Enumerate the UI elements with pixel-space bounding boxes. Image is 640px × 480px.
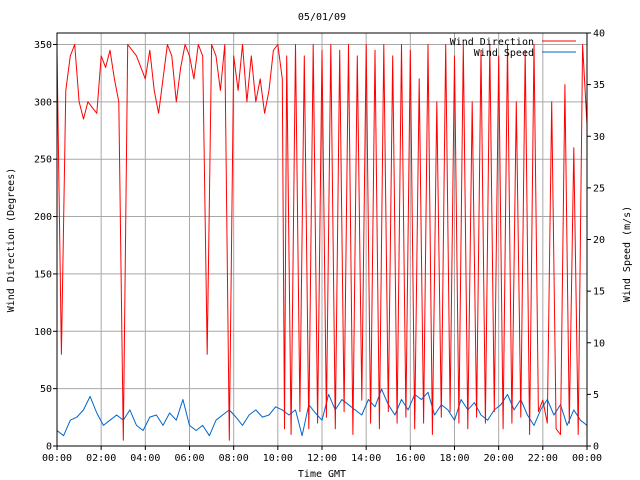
y-axis-label-left: Wind Direction (Degrees) bbox=[6, 168, 17, 313]
x-tick-label: 00:00 bbox=[42, 453, 72, 464]
y-left-tick-label: 350 bbox=[34, 40, 52, 51]
y-right-tick-label: 30 bbox=[593, 132, 605, 143]
y-right-tick-label: 0 bbox=[593, 442, 599, 453]
y-left-tick-label: 300 bbox=[34, 97, 52, 108]
y-left-tick-label: 50 bbox=[40, 384, 52, 395]
series-line-wind-speed bbox=[56, 388, 588, 437]
bottom-axis-ticks: 00:00 02:00 04:00 06:00 08:00 10:00 12:00 14:00… bbox=[42, 446, 602, 464]
x-tick-label: 12:00 bbox=[307, 453, 337, 464]
y-right-tick-label: 10 bbox=[593, 338, 605, 349]
x-tick-label: 00:00 bbox=[572, 453, 602, 464]
y-right-tick-label: 40 bbox=[593, 29, 605, 40]
y-right-tick-label: 5 bbox=[593, 390, 599, 401]
grid bbox=[57, 33, 587, 446]
x-tick-label: 22:00 bbox=[528, 453, 558, 464]
x-tick-label: 04:00 bbox=[130, 453, 160, 464]
x-tick-label: 18:00 bbox=[439, 453, 469, 464]
y-right-tick-label: 35 bbox=[593, 80, 605, 91]
x-tick-label: 10:00 bbox=[263, 453, 293, 464]
x-axis-label: Time GMT bbox=[298, 469, 346, 480]
y-left-tick-label: 100 bbox=[34, 327, 52, 338]
legend-label: Wind Speed bbox=[474, 48, 534, 59]
y-right-tick-label: 20 bbox=[593, 235, 605, 246]
y-left-tick-label: 0 bbox=[46, 442, 52, 453]
series-line-wind-direction bbox=[56, 44, 588, 441]
left-axis-ticks: 0 50 100 150 200 250 300 350 bbox=[34, 40, 57, 453]
x-tick-label: 08:00 bbox=[219, 453, 249, 464]
legend-label: Wind Direction bbox=[450, 37, 534, 48]
y-left-tick-label: 200 bbox=[34, 212, 52, 223]
right-axis-ticks: 0 5 10 15 20 25 30 35 40 bbox=[587, 29, 605, 453]
y-left-tick-label: 150 bbox=[34, 269, 52, 280]
x-tick-label: 14:00 bbox=[351, 453, 381, 464]
y-axis-label-right: Wind Speed (m/s) bbox=[622, 206, 633, 302]
x-tick-label: 06:00 bbox=[174, 453, 204, 464]
x-tick-label: 20:00 bbox=[484, 453, 514, 464]
y-right-tick-label: 25 bbox=[593, 183, 605, 194]
series-layer bbox=[56, 44, 588, 441]
x-tick-label: 16:00 bbox=[395, 453, 425, 464]
y-right-tick-label: 15 bbox=[593, 287, 605, 298]
chart-title: 05/01/09 bbox=[298, 12, 346, 23]
x-tick-label: 02:00 bbox=[86, 453, 116, 464]
y-left-tick-label: 250 bbox=[34, 155, 52, 166]
